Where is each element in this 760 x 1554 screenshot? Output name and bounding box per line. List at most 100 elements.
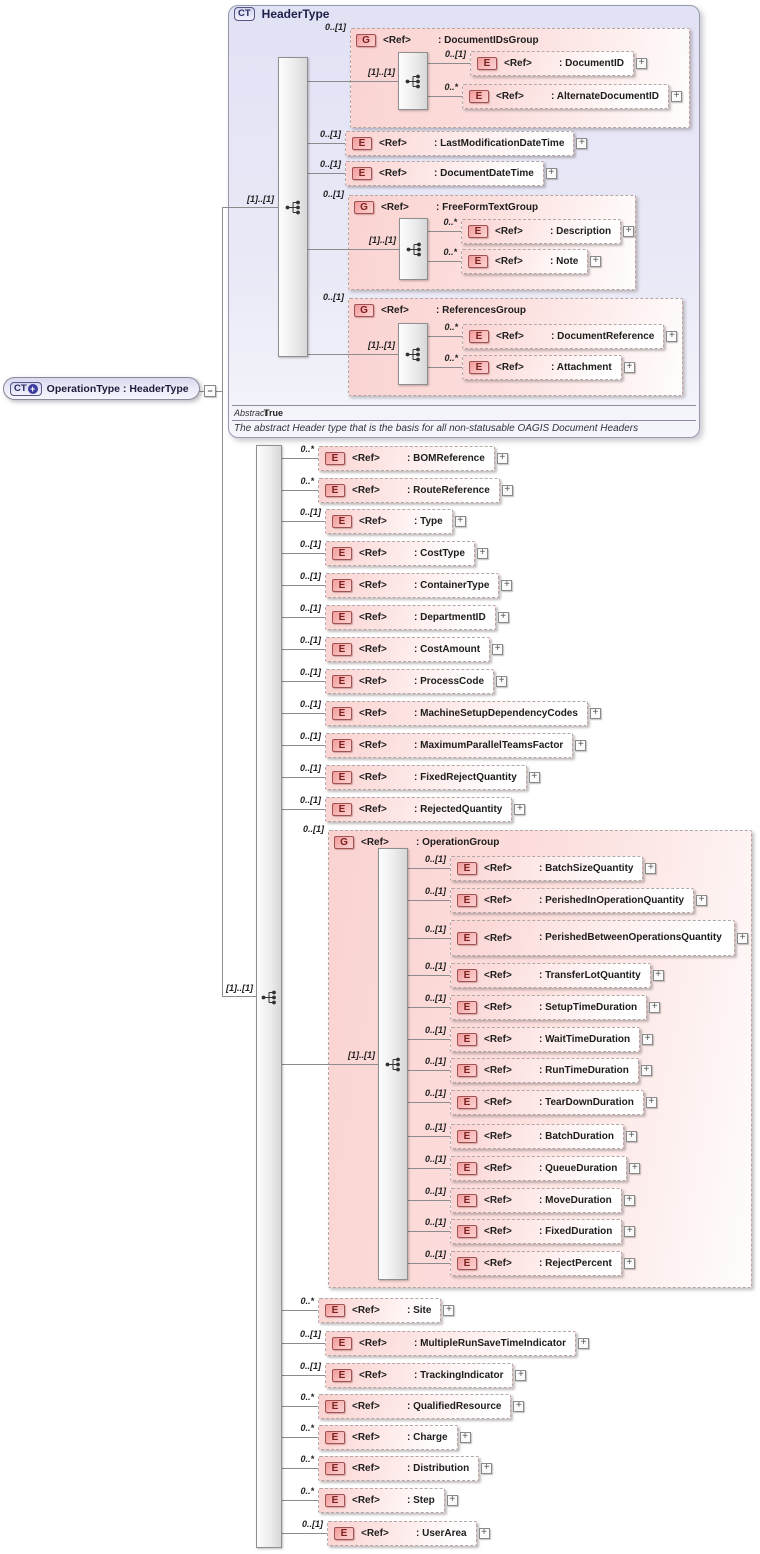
element-node[interactable]: E <Ref>: FixedRejectQuantity	[325, 764, 527, 790]
element-node[interactable]: E <Ref>: BatchSizeQuantity	[450, 855, 644, 881]
element-node[interactable]: E <Ref>: Description	[461, 218, 622, 244]
element-node[interactable]: E <Ref>: PerishedBetweenOperationsQuantit…	[450, 920, 735, 956]
element-node[interactable]: E <Ref>: LastModificationDateTime	[345, 130, 575, 156]
expand-icon[interactable]: +	[443, 1304, 455, 1316]
expand-icon[interactable]: +	[636, 57, 647, 69]
element-node[interactable]: E <Ref>: SetupTimeDuration	[450, 994, 648, 1020]
element-node[interactable]: E <Ref>: TearDownDuration	[450, 1089, 644, 1115]
element-node[interactable]: E <Ref>: TransferLotQuantity	[450, 962, 651, 988]
expand-icon[interactable]: +	[476, 547, 488, 559]
sequence-icon	[405, 347, 422, 367]
group-badge: G	[354, 304, 374, 317]
expand-icon[interactable]: +	[513, 1400, 525, 1412]
element-node[interactable]: E <Ref>: AlternateDocumentID	[462, 83, 669, 109]
element-node[interactable]: E <Ref>: ProcessCode	[325, 668, 495, 694]
element-node[interactable]: E <Ref>: Attachment	[462, 354, 622, 380]
expand-icon[interactable]: +	[576, 137, 588, 149]
element-row: E <Ref>: PerishedInOperationQuantity +	[450, 887, 708, 913]
element-node[interactable]: E <Ref>: CostType	[325, 540, 475, 566]
element-node[interactable]: E <Ref>: PerishedInOperationQuantity	[450, 887, 695, 913]
element-node[interactable]: E <Ref>: Charge	[318, 1424, 458, 1450]
expand-icon[interactable]: +	[515, 1369, 527, 1381]
element-node[interactable]: E <Ref>: RejectPercent	[450, 1250, 622, 1276]
expand-icon[interactable]: +	[497, 611, 509, 623]
element-node[interactable]: E <Ref>: Step	[318, 1487, 445, 1513]
element-node[interactable]: E <Ref>: Note	[461, 248, 589, 274]
sequence-icon	[261, 990, 278, 1010]
element-node[interactable]: E <Ref>: Site	[318, 1297, 442, 1323]
expand-icon[interactable]: +	[492, 643, 504, 655]
expand-icon[interactable]: +	[623, 225, 635, 237]
group-ref: <Ref>	[383, 35, 411, 46]
expand-icon[interactable]: +	[545, 167, 557, 179]
element-node[interactable]: E <Ref>: DepartmentID	[325, 604, 496, 630]
element-node[interactable]: E <Ref>: MoveDuration	[450, 1187, 622, 1213]
expand-icon[interactable]: +	[590, 255, 602, 267]
operation-type-node[interactable]: CT + OperationType : HeaderType	[3, 377, 200, 400]
expand-icon[interactable]: +	[629, 1162, 641, 1174]
expand-icon[interactable]: +	[626, 1130, 637, 1142]
element-ref: <Ref>	[359, 579, 387, 591]
expand-icon[interactable]: +	[459, 1431, 471, 1443]
expand-icon[interactable]: +	[642, 1033, 654, 1045]
expand-icon[interactable]: +	[624, 1225, 636, 1237]
element-node[interactable]: E <Ref>: FixedDuration	[450, 1218, 623, 1244]
group-title: G <Ref>: DocumentIDsGroup	[356, 34, 539, 47]
expand-icon[interactable]: +	[640, 1064, 652, 1076]
expand-icon[interactable]: +	[446, 1494, 458, 1506]
expand-icon[interactable]: +	[496, 452, 508, 464]
expand-icon[interactable]: +	[578, 1337, 590, 1349]
connector-line	[282, 458, 318, 459]
element-node[interactable]: E <Ref>: RejectedQuantity	[325, 796, 513, 822]
group-ref: <Ref>	[381, 305, 409, 316]
element-node[interactable]: E <Ref>: RouteReference	[318, 477, 500, 503]
expand-icon[interactable]: +	[478, 1527, 490, 1539]
element-node[interactable]: E <Ref>: DocumentDateTime	[345, 160, 544, 186]
element-row: E <Ref>: BatchDuration +	[450, 1123, 637, 1149]
expand-icon[interactable]: +	[481, 1462, 493, 1474]
element-node[interactable]: E <Ref>: UserArea	[327, 1520, 477, 1546]
expand-icon[interactable]: +	[589, 707, 601, 719]
expand-icon[interactable]: +	[696, 894, 708, 906]
expand-icon[interactable]: +	[528, 771, 540, 783]
expand-icon[interactable]: +	[649, 1001, 661, 1013]
expand-icon[interactable]: +	[514, 803, 526, 815]
element-node[interactable]: E <Ref>: MachineSetupDependencyCodes	[325, 700, 588, 726]
element-node[interactable]: E <Ref>: DocumentReference	[462, 323, 665, 349]
expand-icon[interactable]: +	[737, 932, 748, 944]
element-node[interactable]: E <Ref>: WaitTimeDuration	[450, 1026, 641, 1052]
expand-icon[interactable]: +	[645, 862, 657, 874]
element-node[interactable]: E <Ref>: RunTimeDuration	[450, 1057, 639, 1083]
element-node[interactable]: E <Ref>: Distribution	[318, 1455, 480, 1481]
expand-icon[interactable]: +	[575, 739, 587, 751]
expand-icon[interactable]: +	[501, 484, 513, 496]
collapse-toggle-icon[interactable]: −	[204, 385, 216, 397]
expand-icon[interactable]: +	[666, 330, 678, 342]
element-node[interactable]: E <Ref>: MaximumParallelTeamsFactor	[325, 732, 574, 758]
expand-icon[interactable]: +	[652, 969, 664, 981]
expand-icon[interactable]: +	[501, 579, 513, 591]
expand-icon[interactable]: +	[645, 1096, 657, 1108]
element-node[interactable]: E <Ref>: BOMReference	[318, 445, 495, 471]
element-node[interactable]: E <Ref>: BatchDuration	[450, 1123, 624, 1149]
cardinality-label: 0..[1]	[299, 795, 321, 805]
element-node[interactable]: E <Ref>: DocumentID	[470, 50, 634, 76]
expand-icon[interactable]: +	[670, 90, 682, 102]
element-row: E <Ref>: Note +	[461, 248, 602, 274]
element-ref: <Ref>	[352, 1304, 380, 1316]
element-node[interactable]: E <Ref>: QualifiedResource	[318, 1393, 512, 1419]
element-badge: E	[468, 224, 488, 238]
element-node[interactable]: E <Ref>: TrackingIndicator	[325, 1362, 514, 1388]
connector-line	[282, 1533, 327, 1534]
expand-icon[interactable]: +	[454, 515, 466, 527]
element-node[interactable]: E <Ref>: ContainerType	[325, 572, 500, 598]
element-node[interactable]: E <Ref>: CostAmount	[325, 636, 491, 662]
expand-icon[interactable]: +	[623, 1194, 635, 1206]
expand-icon[interactable]: +	[623, 361, 635, 373]
element-node[interactable]: E <Ref>: Type	[325, 508, 453, 534]
element-node[interactable]: E <Ref>: QueueDuration	[450, 1155, 628, 1181]
expand-icon[interactable]: +	[623, 1257, 635, 1269]
expand-icon[interactable]: +	[496, 675, 508, 687]
element-node[interactable]: E <Ref>: MultipleRunSaveTimeIndicator	[325, 1330, 577, 1356]
